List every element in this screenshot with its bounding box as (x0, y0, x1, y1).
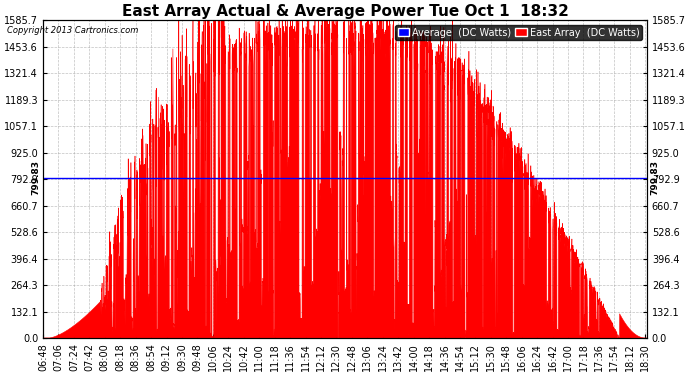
Title: East Array Actual & Average Power Tue Oct 1  18:32: East Array Actual & Average Power Tue Oc… (121, 4, 569, 19)
Text: 799.83: 799.83 (650, 160, 659, 195)
Legend: Average  (DC Watts), East Array  (DC Watts): Average (DC Watts), East Array (DC Watts… (395, 25, 642, 40)
Text: Copyright 2013 Cartronics.com: Copyright 2013 Cartronics.com (7, 26, 138, 35)
Text: 799.83: 799.83 (31, 160, 40, 195)
